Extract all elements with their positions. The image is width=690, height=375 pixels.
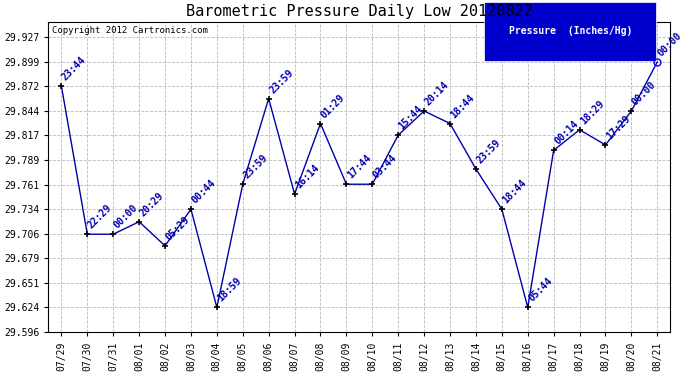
Text: Copyright 2012 Cartronics.com: Copyright 2012 Cartronics.com xyxy=(52,26,208,35)
Text: 17:44: 17:44 xyxy=(345,153,373,181)
Text: 18:59: 18:59 xyxy=(215,276,244,304)
Text: 01:29: 01:29 xyxy=(319,92,347,120)
Text: 18:44: 18:44 xyxy=(500,178,529,206)
Title: Barometric Pressure Daily Low 20120822: Barometric Pressure Daily Low 20120822 xyxy=(186,4,533,19)
Text: 23:59: 23:59 xyxy=(475,138,502,165)
Text: 00:14: 00:14 xyxy=(553,119,580,147)
Text: 22:29: 22:29 xyxy=(86,203,114,231)
Text: 00:00: 00:00 xyxy=(112,203,140,231)
Text: 00:44: 00:44 xyxy=(190,178,217,206)
Text: 20:29: 20:29 xyxy=(138,190,166,218)
Text: 03:44: 03:44 xyxy=(371,153,399,181)
Text: 18:29: 18:29 xyxy=(578,98,606,126)
Text: Pressure  (Inches/Hg): Pressure (Inches/Hg) xyxy=(509,26,632,36)
Text: 15:44: 15:44 xyxy=(397,104,425,132)
Text: 00:00: 00:00 xyxy=(656,30,684,58)
Text: 18:44: 18:44 xyxy=(448,92,477,120)
Text: 20:14: 20:14 xyxy=(423,80,451,107)
Text: 00:00: 00:00 xyxy=(630,80,658,107)
Text: 05:44: 05:44 xyxy=(526,276,554,304)
Text: 16:14: 16:14 xyxy=(293,163,321,190)
Text: 05:29: 05:29 xyxy=(164,214,192,242)
Text: 23:44: 23:44 xyxy=(60,55,88,82)
Text: 23:59: 23:59 xyxy=(241,153,269,181)
Text: 17:29: 17:29 xyxy=(604,114,632,141)
Text: 23:59: 23:59 xyxy=(267,67,295,95)
